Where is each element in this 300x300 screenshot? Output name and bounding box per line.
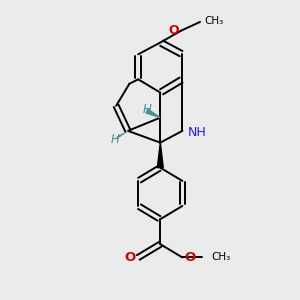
Text: O: O (124, 251, 136, 264)
Text: H: H (110, 133, 119, 146)
Polygon shape (146, 109, 160, 118)
Text: O: O (185, 251, 196, 264)
Text: NH: NH (188, 126, 206, 140)
Text: CH₃: CH₃ (205, 16, 224, 26)
Text: CH₃: CH₃ (211, 253, 230, 262)
Polygon shape (158, 142, 163, 168)
Text: O: O (168, 24, 178, 37)
Text: H: H (142, 103, 152, 116)
